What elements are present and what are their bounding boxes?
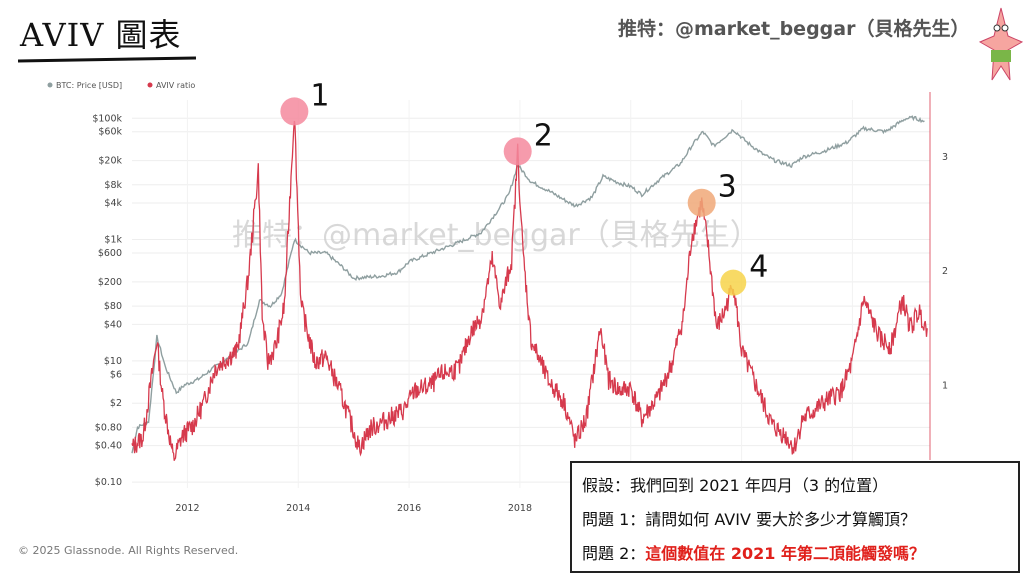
y-left-tick-label: $6 — [110, 369, 122, 380]
author-watermark: 推特：@market_beggar（貝格先生） — [232, 218, 760, 253]
patrick-star-mascot-icon — [978, 7, 1024, 81]
x-tick-label: 2012 — [175, 503, 199, 514]
y-axis-right: 3 2 1 — [942, 152, 948, 391]
chart-legend: BTC: Price [USD] AVIV ratio — [47, 81, 195, 90]
series-layer — [131, 115, 928, 461]
y-left-tick-label: $10 — [104, 356, 122, 367]
y-left-tick-label: $1k — [104, 235, 122, 246]
y-left-tick-label: $0.80 — [95, 422, 122, 433]
x-tick-label: 2014 — [286, 503, 310, 514]
author-credit: 推特：@market_beggar（貝格先生） — [618, 18, 970, 40]
peak-label-4: 4 — [749, 250, 768, 285]
y-left-tick-label: $80 — [104, 301, 122, 312]
question-box: 假設：我們回到 2021 年四月（3 的位置） 問題 1：請問如何 AVIV 要… — [570, 461, 1020, 573]
y-left-tick-label: $0.10 — [95, 477, 122, 488]
copyright-text: © 2025 Glassnode. All Rights Reserved. — [18, 544, 239, 557]
y-right-tick-label: 2 — [942, 266, 948, 277]
y-left-tick-label: $8k — [104, 180, 122, 191]
peak-label-3: 3 — [718, 170, 737, 205]
x-tick-label: 2016 — [397, 503, 421, 514]
peak-marker-3 — [687, 188, 716, 217]
x-tick-label: 2018 — [508, 503, 532, 514]
question-1: 問題 1：請問如何 AVIV 要大於多少才算觸頂？ — [582, 510, 916, 529]
series-line-price — [131, 115, 925, 454]
y-left-tick-label: $100k — [92, 113, 122, 124]
slide-title: AVIV 圖表 — [20, 16, 182, 54]
y-left-tick-label: $600 — [98, 248, 122, 259]
assumption-line: 假設：我們回到 2021 年四月（3 的位置） — [582, 476, 889, 495]
question-2: 問題 2：這個數值在 2021 年第二頂能觸發嗎？ — [582, 539, 1008, 573]
y-left-tick-label: $60k — [98, 127, 122, 138]
peak-marker-4 — [720, 269, 747, 296]
y-left-tick-label: $40 — [104, 319, 122, 330]
y-left-tick-label: $20k — [98, 156, 122, 167]
legend-aviv-label: AVIV ratio — [156, 81, 195, 90]
peak-marker-1 — [280, 97, 309, 126]
y-left-tick-label: $0.40 — [95, 441, 122, 452]
y-left-tick-label: $200 — [98, 277, 122, 288]
peak-markers: 1 2 3 4 — [280, 78, 768, 296]
chart-gridlines — [132, 100, 930, 488]
y-left-tick-label: $2 — [110, 398, 122, 409]
y-right-tick-label: 3 — [942, 152, 948, 163]
legend-aviv-swatch — [147, 82, 153, 88]
legend-price-swatch — [47, 82, 53, 88]
peak-label-1: 1 — [310, 78, 329, 113]
peak-marker-2 — [503, 137, 532, 166]
question-2-highlight: 這個數值在 2021 年第二頂能觸發嗎？ — [645, 544, 925, 563]
y-right-tick-label: 1 — [942, 380, 948, 391]
y-left-tick-label: $4k — [104, 198, 122, 209]
question-2-prefix: 問題 2： — [582, 544, 646, 563]
series-line-aviv — [131, 120, 928, 461]
y-axis-left: $100k $60k $20k $8k $4k $1k $600 $200 $80 $40 $10 $… — [92, 113, 122, 488]
legend-price-label: BTC: Price [USD] — [56, 81, 122, 90]
peak-label-2: 2 — [534, 118, 553, 153]
